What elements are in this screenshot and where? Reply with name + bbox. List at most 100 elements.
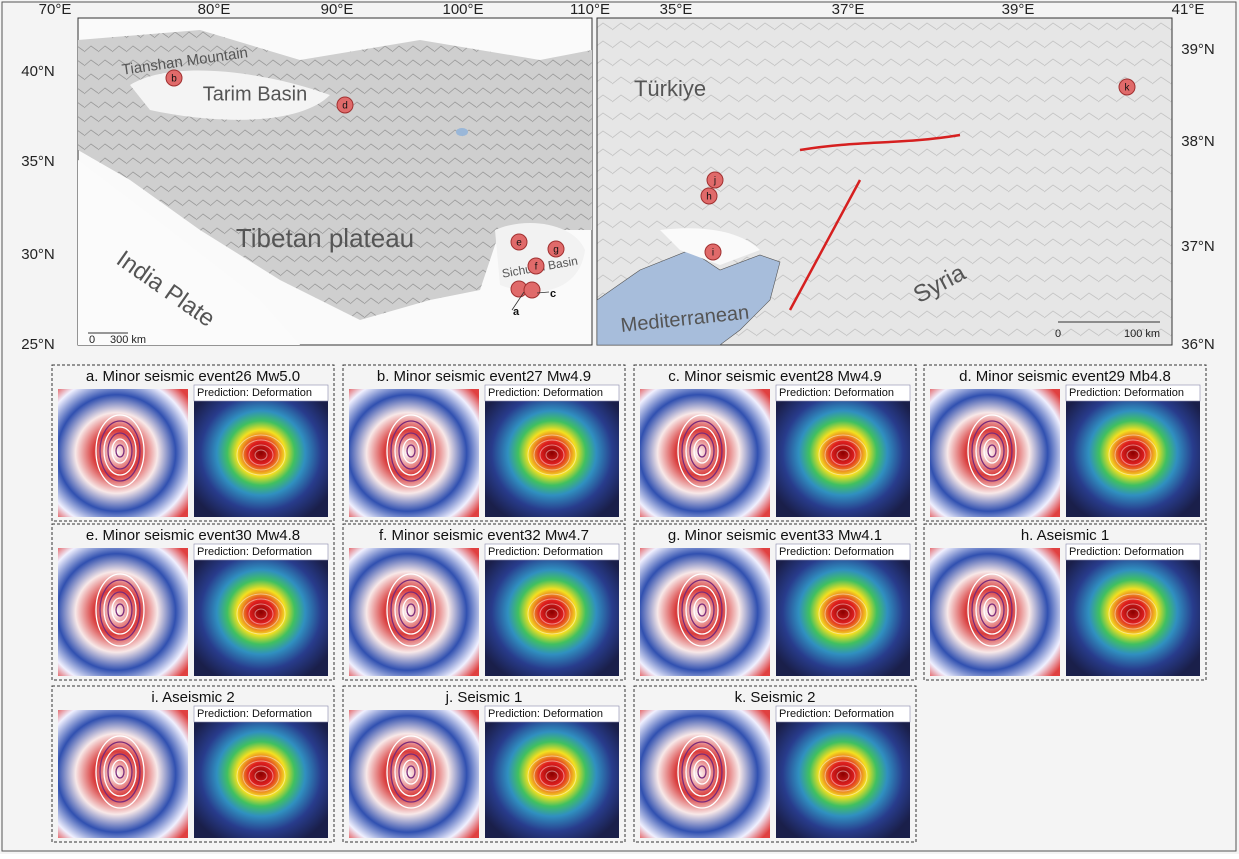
fringe xyxy=(406,603,416,617)
leader xyxy=(511,291,525,311)
fringe xyxy=(95,414,145,488)
fringe xyxy=(677,735,727,809)
contour xyxy=(818,434,868,476)
lat-label: 37°N xyxy=(1181,238,1215,255)
fringe xyxy=(406,765,416,779)
fringe xyxy=(402,759,420,785)
lat-label: 30°N xyxy=(21,246,55,263)
prediction-header xyxy=(1065,384,1201,402)
panel-frame xyxy=(342,364,626,522)
fringe xyxy=(390,420,432,482)
prediction-header xyxy=(484,705,620,723)
fringe xyxy=(681,741,723,803)
fringe xyxy=(697,444,707,458)
fringe xyxy=(979,432,1005,470)
panel-frame xyxy=(633,685,917,843)
contour xyxy=(527,593,577,635)
contour xyxy=(836,770,850,782)
fringe xyxy=(111,438,129,464)
fringe xyxy=(693,438,711,464)
prediction-map xyxy=(485,710,619,838)
lon-label: 100°E xyxy=(442,1,483,18)
lon-label: 41°E xyxy=(1172,1,1205,18)
prediction-label: Prediction: Deformation xyxy=(1069,546,1184,558)
contour xyxy=(254,449,268,461)
fringe xyxy=(103,747,137,797)
fringe xyxy=(693,597,711,623)
marker-label: g xyxy=(553,245,559,256)
fringe xyxy=(975,426,1009,476)
contour xyxy=(1120,444,1146,466)
lat-label: 38°N xyxy=(1181,133,1215,150)
fringe xyxy=(987,444,997,458)
contour xyxy=(836,449,850,461)
interferogram xyxy=(930,389,1060,517)
prediction-header xyxy=(193,543,329,561)
fringe xyxy=(398,753,424,791)
fringe xyxy=(406,444,416,458)
lon-label: 37°E xyxy=(832,1,865,18)
contour xyxy=(539,444,565,466)
fringe xyxy=(115,444,125,458)
prediction-map xyxy=(1066,548,1200,676)
fringe xyxy=(115,603,125,617)
event-marker xyxy=(704,243,722,261)
panel-title: h. Aseismic 1 xyxy=(1021,527,1109,544)
fringe xyxy=(394,585,428,635)
event-marker xyxy=(165,69,183,87)
scale-label: 300 km xyxy=(110,334,146,346)
fringe xyxy=(983,438,1001,464)
fringe xyxy=(697,603,707,617)
contour xyxy=(830,444,856,466)
prediction-label: Prediction: Deformation xyxy=(779,708,894,720)
contour xyxy=(1126,608,1140,620)
panel-frame xyxy=(342,685,626,843)
panel-title: k. Seismic 2 xyxy=(735,689,816,706)
fringe xyxy=(99,741,141,803)
prediction-label: Prediction: Deformation xyxy=(197,708,312,720)
prediction-label: Prediction: Deformation xyxy=(1069,387,1184,399)
panel-title: f. Minor seismic event32 Mw4.7 xyxy=(379,527,589,544)
panel-frame xyxy=(923,364,1207,522)
fringe xyxy=(111,597,129,623)
prediction-label: Prediction: Deformation xyxy=(488,387,603,399)
lon-label: 35°E xyxy=(660,1,693,18)
panel-title: c. Minor seismic event28 Mw4.9 xyxy=(668,368,881,385)
scale-label: 0 xyxy=(1055,328,1061,340)
prediction-label: Prediction: Deformation xyxy=(197,387,312,399)
contour xyxy=(248,444,274,466)
interferogram xyxy=(349,389,479,517)
interferogram xyxy=(349,548,479,676)
fringe xyxy=(975,585,1009,635)
contour xyxy=(236,593,286,635)
contour xyxy=(242,598,280,630)
event-marker xyxy=(706,171,724,189)
panel-title: j. Seismic 1 xyxy=(445,689,523,706)
contour xyxy=(824,760,862,792)
fringe xyxy=(398,591,424,629)
fringe xyxy=(967,414,1017,488)
prediction-map xyxy=(194,710,328,838)
contour xyxy=(830,765,856,787)
panel-title: d. Minor seismic event29 Mb4.8 xyxy=(959,368,1171,385)
fringe xyxy=(95,573,145,647)
panel-title: e. Minor seismic event30 Mw4.8 xyxy=(86,527,300,544)
panel-frame xyxy=(633,364,917,522)
prediction-label: Prediction: Deformation xyxy=(779,387,894,399)
fringe xyxy=(685,747,719,797)
contour xyxy=(533,760,571,792)
lon-label: 39°E xyxy=(1002,1,1035,18)
contour xyxy=(824,439,862,471)
panel-frame xyxy=(51,364,335,522)
fringe xyxy=(390,741,432,803)
event-marker xyxy=(1118,78,1136,96)
lat-label: 40°N xyxy=(21,63,55,80)
panel-title: g. Minor seismic event33 Mw4.1 xyxy=(668,527,882,544)
interferogram xyxy=(58,710,188,838)
interferogram xyxy=(349,710,479,838)
place-label: Tibetan plateau xyxy=(236,223,414,253)
fringe xyxy=(95,735,145,809)
contour xyxy=(545,608,559,620)
event-marker xyxy=(510,233,528,251)
